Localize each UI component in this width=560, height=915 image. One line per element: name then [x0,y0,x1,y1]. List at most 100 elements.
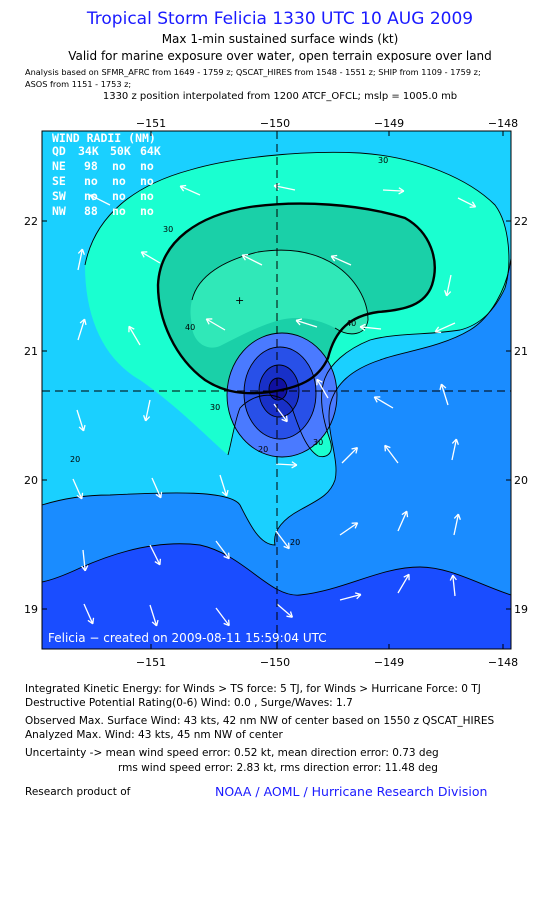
wind-arrow [397,510,409,532]
wind-arrow [273,403,288,423]
analysis-sources-line-1: Analysis based on SFMR_AFRC from 1649 - … [25,67,481,77]
wind-arrow [384,444,399,464]
lat-tick-label-right: 21 [514,345,528,358]
wind-arrow [359,323,382,331]
wind-arrow [151,477,163,499]
wind-arrow [457,197,477,208]
contour-label: 30 [210,403,220,412]
wind-vectors [72,183,477,627]
region-60kt-plus [190,250,368,348]
wind-radii-header: 50K [110,144,131,158]
contour-lines [42,151,511,596]
wind-radii-value: no [140,189,154,203]
wind-radii-header: 64K [140,144,161,158]
wind-arrow [373,396,394,409]
wind-arrow [276,603,294,618]
wind-arrow [295,318,318,328]
wind-arrow [179,184,201,196]
contour-label: 30 [163,225,173,234]
lon-tick-label-bottom: −150 [260,656,290,669]
lon-tick-label-top: −151 [136,117,166,130]
max-wind-marker: + [235,294,244,307]
wind-radii-value: 98 [84,159,98,173]
contour-label: 20 [258,445,268,454]
wind-radii-value: no [112,189,126,203]
destructive-potential-line: Destructive Potential Rating(0-6) Wind: … [25,697,353,709]
wind-arrow [76,409,86,432]
wind-arrow [451,438,459,461]
lat-tick-label-right: 20 [514,474,528,487]
contour-label: 40 [185,323,195,332]
wind-radii-value: 88 [84,204,98,218]
wind-radii-quadrant: SE [52,174,66,188]
map-subtitle: Max 1-min sustained surface winds (kt) [161,32,399,46]
analyzed-max-wind-line: Analyzed Max. Wind: 43 kts, 45 nm NW of … [25,729,283,741]
uncertainty-line-2: rms wind speed error: 2.83 kt, rms direc… [118,762,438,774]
wind-arrow [444,274,452,297]
wind-radii-header: QD [52,144,66,158]
wind-arrow [149,544,162,566]
wind-arrow [215,607,230,627]
wind-arrow [434,322,456,334]
wind-arrow [330,254,352,266]
wind-radii-quadrant: SW [52,189,66,203]
wind-arrow [143,399,151,422]
research-product-label: Research product of [25,786,131,798]
contour-label: 30 [378,156,388,165]
analysis-sources-line-2: ASOS from 1151 - 1753 z; [25,79,132,89]
wind-arrow [128,325,141,346]
wind-arrow [81,549,89,572]
wind-arrow [275,530,290,550]
contour-label: 20 [290,538,300,547]
wind-arrow [341,446,359,464]
wind-arrow [241,253,263,266]
wind-arrow [339,592,362,601]
wind-radii-title: WIND RADII (NM) [52,131,156,145]
wind-radii-quadrant: NE [52,159,66,173]
wind-arrow [439,383,449,406]
position-note: 1330 z position interpolated from 1200 A… [102,91,458,102]
wind-arrow [382,187,405,195]
contour-40kt [156,202,436,395]
wind-arrow [453,513,461,536]
wind-arrow [215,540,230,560]
lon-tick-label-bottom: −151 [136,656,166,669]
wind-radii-value: no [84,189,98,203]
wind-radii-value: no [140,159,154,173]
lon-tick-label-top: −148 [488,117,518,130]
wind-radii-value: no [112,204,126,218]
creation-credit: Felicia − created on 2009-08-11 15:59:04… [48,631,327,645]
core-ring-4 [269,378,287,400]
wind-arrow [339,522,359,536]
lat-tick-label-left: 20 [24,474,38,487]
noaa-hrd-link[interactable]: NOAA / AOML / Hurricane Research Divisio… [215,784,488,799]
lat-tick-label-left: 21 [24,345,38,358]
lat-tick-label-left: 22 [24,215,38,228]
wind-radii-table: WIND RADII (NM) QD 34K 50K 64K NE 98 no noS… [52,131,161,218]
observed-max-wind-line: Observed Max. Surface Wind: 43 kts, 42 n… [25,715,495,727]
wind-arrow [83,603,95,625]
lat-tick-label-right: 22 [514,215,528,228]
wind-arrow [397,573,410,594]
wind-arrow [205,318,226,331]
wind-radii-value: no [84,174,98,188]
wind-arrow [89,193,111,206]
wind-radii-quadrant: NW [52,204,66,218]
wind-contours: 30 30 40 40 30 30 20 20 20 + WIND RADII … [42,131,511,649]
axis-ticks [42,131,511,649]
wind-arrow [140,251,161,264]
wind-radii-value: no [140,174,154,188]
contour-label: 20 [70,455,80,464]
wind-radii-value: no [112,174,126,188]
wind-arrow [275,461,298,469]
wind-radii-value: no [112,159,126,173]
wind-arrow [149,604,159,627]
wind-arrow [316,378,329,399]
validity-note: Valid for marine exposure over water, op… [68,49,492,63]
lat-tick-label-right: 19 [514,603,528,616]
wind-arrow [77,318,87,341]
map-title: Tropical Storm Felicia 1330 UTC 10 AUG 2… [86,9,474,29]
contour-label: 30 [313,438,323,447]
lon-tick-label-bottom: −148 [488,656,518,669]
